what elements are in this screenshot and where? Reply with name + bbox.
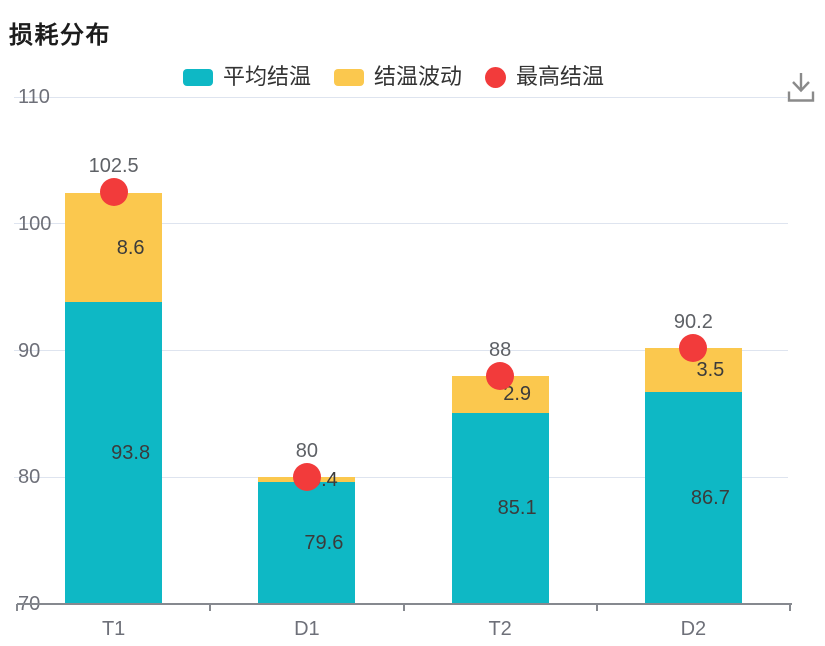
legend-item-label: 最高结温 — [516, 64, 605, 89]
max-value-label: 80 — [295, 440, 318, 463]
bar-avg-junction-temp[interactable] — [258, 482, 356, 604]
x-axis-category-label: D1 — [294, 618, 320, 640]
x-axis-tick — [789, 604, 791, 611]
max-temp-dot[interactable] — [486, 361, 515, 390]
legend-item-temp-fluctuation[interactable]: 结温波动 — [334, 64, 462, 90]
avg-value-label: 85.1 — [497, 497, 537, 520]
legend-marker-bar-icon — [334, 68, 365, 86]
y-axis-label: 80 — [18, 466, 41, 489]
x-axis-category-label: T2 — [488, 618, 512, 640]
x-axis-category-label: D2 — [680, 618, 707, 640]
legend-item-max-junction-temp[interactable]: 最高结温 — [485, 64, 604, 90]
fluctuation-value-label: 8.6 — [116, 236, 145, 259]
save-as-image-button[interactable] — [784, 68, 818, 106]
y-axis-label: 110 — [18, 86, 50, 108]
legend-item-label: 平均结温 — [223, 64, 312, 89]
max-temp-dot[interactable] — [679, 333, 708, 362]
legend-marker-bar-icon — [183, 68, 213, 86]
x-axis-tick — [209, 604, 212, 611]
y-axis-label: 100 — [18, 212, 52, 235]
bar-temp-fluctuation[interactable] — [65, 193, 163, 303]
avg-value-label: 79.6 — [304, 532, 344, 555]
y-gridline — [14, 350, 788, 351]
legend-item-label: 结温波动 — [374, 64, 463, 89]
y-gridline — [14, 223, 788, 225]
x-axis-tick — [16, 604, 18, 611]
max-temp-dot[interactable] — [99, 178, 128, 207]
bar-avg-junction-temp[interactable] — [451, 412, 549, 604]
legend-item-avg-junction-temp[interactable]: 平均结温 — [183, 64, 311, 90]
x-axis-tick — [402, 604, 405, 611]
x-axis-tick — [595, 604, 598, 611]
max-value-label: 102.5 — [88, 155, 139, 178]
y-axis-label: 90 — [18, 339, 41, 362]
max-value-label: 90.2 — [673, 310, 713, 333]
max-temp-dot[interactable] — [292, 463, 321, 492]
fluctuation-value-label: 3.5 — [696, 359, 725, 382]
max-value-label: 88 — [489, 338, 512, 361]
y-gridline — [14, 476, 788, 478]
legend-marker-dot-icon — [485, 66, 507, 88]
y-gridline — [14, 96, 788, 98]
download-icon — [787, 73, 815, 102]
avg-value-label: 93.8 — [111, 442, 151, 465]
x-axis-line — [17, 603, 792, 605]
bar-avg-junction-temp[interactable] — [644, 392, 742, 604]
x-axis-category-label: T1 — [101, 618, 126, 640]
legend: 平均结温 结温波动 最高结温 — [183, 63, 604, 91]
fluctuation-value-label: 2.9 — [503, 383, 532, 406]
chart-title: 损耗分布 — [9, 22, 111, 49]
bar-avg-junction-temp[interactable] — [65, 302, 163, 604]
avg-value-label: 86.7 — [690, 487, 730, 510]
